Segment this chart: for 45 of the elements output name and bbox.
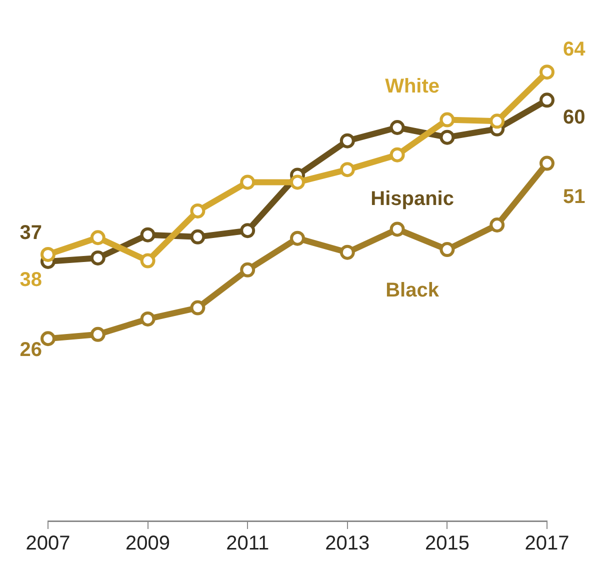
point	[140, 311, 156, 326]
x-tick-label: 2011	[226, 532, 270, 555]
point	[340, 162, 355, 178]
point	[90, 250, 106, 266]
point	[540, 156, 554, 171]
point	[290, 174, 305, 190]
point	[140, 253, 156, 268]
data-label: 51	[563, 186, 586, 208]
point	[240, 262, 256, 278]
x-tick-label: 2007	[26, 532, 70, 555]
point	[40, 331, 56, 346]
data-label: 60	[563, 106, 586, 129]
x-tick-label: 2013	[325, 532, 370, 555]
point	[490, 217, 505, 232]
point	[440, 130, 455, 145]
data-label: 64	[563, 38, 586, 61]
point	[190, 300, 206, 316]
point	[390, 120, 405, 135]
point	[540, 64, 554, 80]
text: Hispanic	[370, 188, 454, 210]
point	[340, 244, 355, 260]
x-tick-label: 2017	[524, 532, 570, 555]
series-label: Black	[386, 280, 440, 302]
point	[340, 133, 355, 148]
point	[40, 246, 56, 262]
point	[240, 174, 256, 190]
point	[190, 229, 206, 244]
point	[390, 147, 405, 162]
x-tick-label: 2009	[126, 532, 170, 555]
point	[540, 92, 554, 108]
data-label: 26	[20, 339, 42, 362]
point	[390, 222, 405, 237]
data-label: 38	[20, 268, 42, 291]
point	[440, 242, 455, 258]
point	[140, 227, 156, 242]
series-label: White	[385, 75, 440, 98]
point	[440, 112, 455, 128]
x-tick-label: 2015	[424, 532, 470, 555]
point	[290, 230, 305, 246]
point	[90, 326, 106, 342]
data-label: 37	[20, 222, 42, 244]
point	[240, 223, 256, 238]
point	[190, 203, 206, 218]
point	[90, 230, 106, 246]
point	[490, 114, 505, 129]
